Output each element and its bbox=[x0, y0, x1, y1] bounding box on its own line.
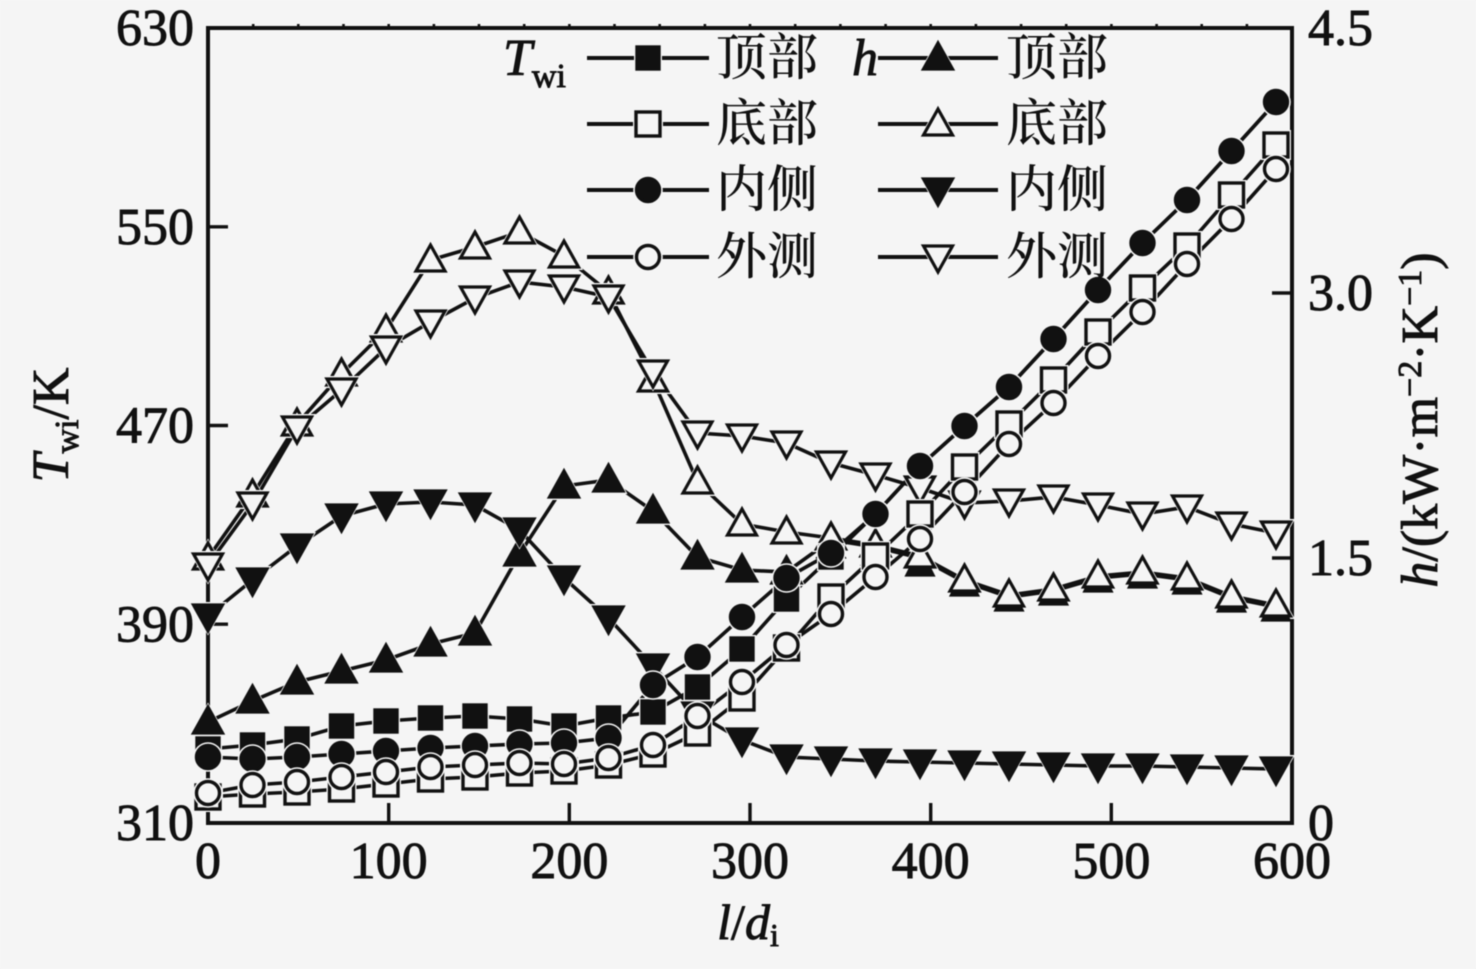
svg-text:Twi: Twi bbox=[503, 30, 566, 95]
svg-text:310: 310 bbox=[116, 795, 194, 852]
svg-text:h: h bbox=[852, 30, 878, 87]
svg-text:500: 500 bbox=[1072, 833, 1150, 890]
svg-text:400: 400 bbox=[892, 833, 970, 890]
svg-text:0: 0 bbox=[195, 833, 221, 890]
svg-text:100: 100 bbox=[350, 833, 428, 890]
svg-text:4.5: 4.5 bbox=[1308, 0, 1373, 57]
svg-text:550: 550 bbox=[116, 199, 194, 256]
svg-text:470: 470 bbox=[116, 398, 194, 455]
svg-text:3.0: 3.0 bbox=[1308, 265, 1373, 322]
svg-text:600: 600 bbox=[1253, 833, 1331, 890]
svg-text:300: 300 bbox=[711, 833, 789, 890]
svg-text:0: 0 bbox=[1308, 795, 1334, 852]
svg-text:630: 630 bbox=[116, 0, 194, 57]
svg-text:h/(kW·m−2·K−1): h/(kW·m−2·K−1) bbox=[1392, 252, 1449, 587]
svg-text:200: 200 bbox=[530, 833, 608, 890]
svg-text:390: 390 bbox=[116, 596, 194, 653]
svg-text:l/di: l/di bbox=[717, 894, 779, 953]
svg-text:Twi/K: Twi/K bbox=[23, 367, 86, 482]
svg-text:1.5: 1.5 bbox=[1308, 530, 1373, 587]
